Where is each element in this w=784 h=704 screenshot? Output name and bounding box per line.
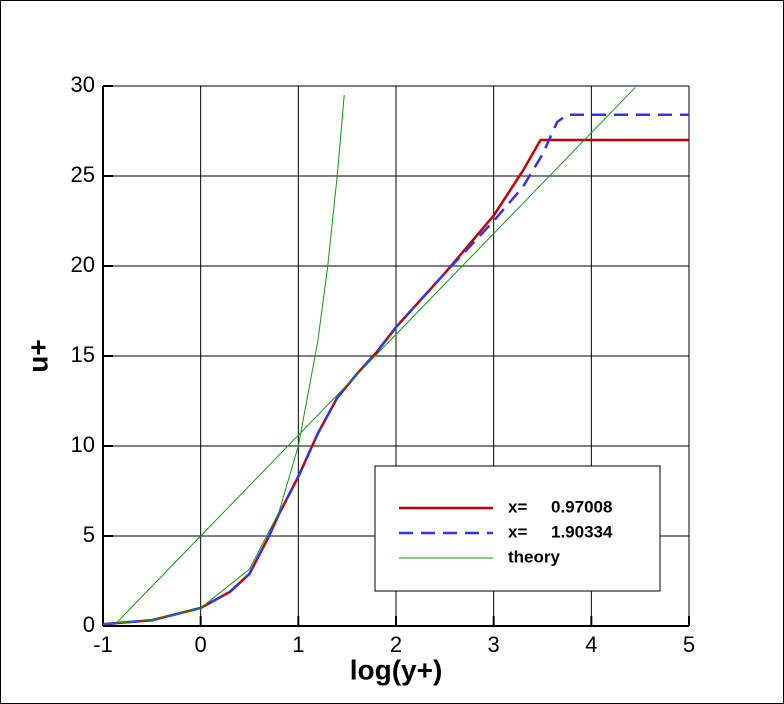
x-tick-label: 5 bbox=[683, 632, 695, 657]
legend-box bbox=[374, 465, 661, 592]
series-line bbox=[103, 113, 689, 626]
x-tick-label: 0 bbox=[195, 632, 207, 657]
legend-label: x= 0.97008 bbox=[508, 497, 612, 516]
y-axis-title: u+ bbox=[22, 339, 53, 372]
y-tick-label: 20 bbox=[71, 252, 95, 277]
x-axis-title: log(y+) bbox=[350, 654, 443, 685]
x-tick-label: 2 bbox=[390, 632, 402, 657]
y-tick-label: 0 bbox=[83, 612, 95, 637]
y-tick-label: 15 bbox=[71, 342, 95, 367]
y-tick-label: 5 bbox=[83, 522, 95, 547]
series-line bbox=[103, 87, 636, 625]
x-tick-label: 4 bbox=[585, 632, 597, 657]
y-tick-label: 10 bbox=[71, 432, 95, 457]
x-tick-label: 3 bbox=[488, 632, 500, 657]
legend-label: theory bbox=[508, 547, 561, 566]
y-tick-label: 25 bbox=[71, 162, 95, 187]
x-tick-label: 1 bbox=[292, 632, 304, 657]
y-tick-label: 30 bbox=[71, 72, 95, 97]
x-tick-label: -1 bbox=[93, 632, 113, 657]
legend-label: x= 1.90334 bbox=[508, 522, 613, 541]
